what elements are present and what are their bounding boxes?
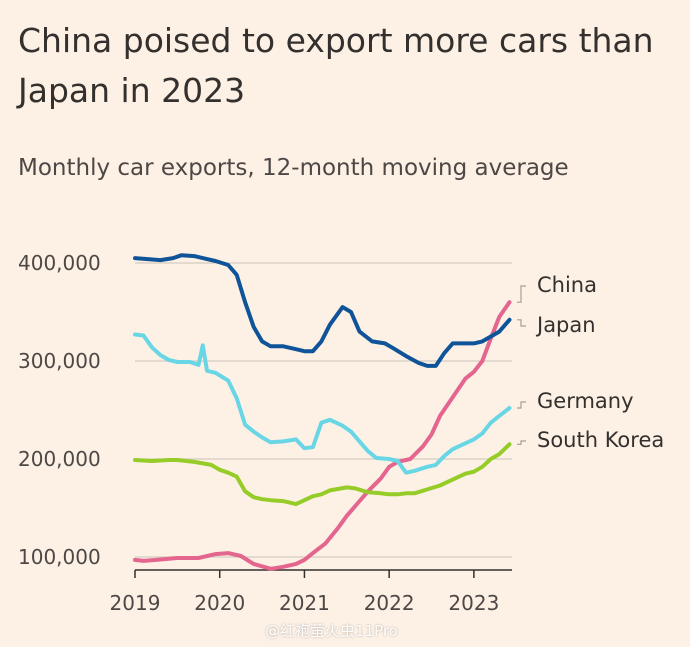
series-line-south-korea <box>133 442 512 507</box>
series-label-south-korea: South Korea <box>537 428 664 452</box>
series-label-germany: Germany <box>537 389 634 413</box>
chart-subtitle: Monthly car exports, 12-month moving ave… <box>18 155 569 181</box>
label-connector-china <box>517 285 526 303</box>
x-tick-label: 2020 <box>194 591 245 615</box>
y-tick-label: 300,000 <box>18 349 101 373</box>
y-tick-label: 200,000 <box>18 447 101 471</box>
label-connector-japan <box>517 319 526 327</box>
y-tick-label: 100,000 <box>18 545 101 569</box>
label-connector-germany <box>517 401 526 409</box>
label-connector-south-korea <box>517 440 526 445</box>
x-tick-label: 2019 <box>110 591 161 615</box>
series-line-japan <box>133 253 512 368</box>
watermark: @红袍萤火虫11Pro <box>265 622 398 640</box>
y-tick-label: 400,000 <box>18 251 101 275</box>
x-tick-label: 2022 <box>364 591 415 615</box>
series-label-china: China <box>537 273 597 297</box>
series-label-japan: Japan <box>535 313 596 337</box>
x-tick-label: 2021 <box>279 591 330 615</box>
series-line-china <box>133 300 512 571</box>
x-tick-label: 2023 <box>448 591 499 615</box>
series-line-germany <box>133 332 512 475</box>
chart-title: China poised to export more cars than Ja… <box>18 21 654 110</box>
